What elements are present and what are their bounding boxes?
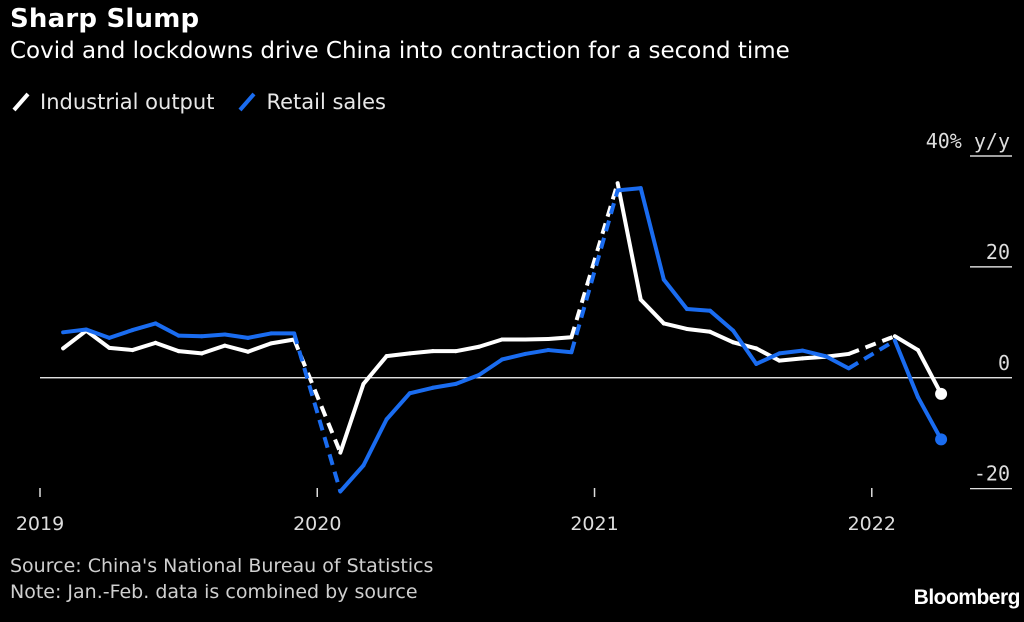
legend-label-industrial-output: Industrial output [40,90,215,114]
series-segment-retail-sales [731,328,759,366]
series-segment-retail-sales [500,351,528,362]
chart-title: Sharp Slump [10,4,200,34]
x-tick-label: 2019 [16,513,64,535]
series-segment-industrial-output [546,335,574,341]
series-segment-industrial-output [84,328,112,350]
series-segment-retail-sales [176,333,204,339]
chart-footnotes: Source: China's National Bureau of Stati… [10,553,433,605]
bloomberg-logo: Bloomberg [913,586,1021,609]
x-tick-label: 2021 [570,513,618,535]
series-segment-retail-sales [638,186,666,282]
series-segment-industrial-output [569,182,620,338]
series-segment-industrial-output [661,321,689,331]
series-segment-retail-sales [130,321,158,333]
series-segment-industrial-output [245,341,274,354]
legend: Industrial output Retail sales [10,90,386,114]
legend-item-retail-sales: Retail sales [236,90,386,114]
legend-item-industrial-output: Industrial output [10,90,214,114]
series-segment-industrial-output [269,337,297,346]
series-segment-retail-sales [338,463,366,494]
series-segment-retail-sales [915,395,944,442]
series-segment-industrial-output [777,356,805,363]
source-note: Source: China's National Bureau of Stati… [10,555,434,577]
y-tick-label: 40% y/y [926,129,1010,153]
series-segment-industrial-output [476,337,505,349]
series-segment-industrial-output [708,329,736,345]
series-segment-retail-sales [569,189,620,353]
series-segment-industrial-output [407,349,435,356]
series-segment-industrial-output [199,343,227,356]
series-segment-industrial-output [176,349,204,356]
slash-blue-icon [238,92,256,112]
series-segment-retail-sales [684,307,713,313]
legend-label-retail-sales: Retail sales [266,90,386,114]
series-segment-retail-sales [384,391,412,422]
series-segment-retail-sales [823,354,851,371]
series-segment-retail-sales [361,417,389,468]
series-segment-retail-sales [107,328,135,340]
chart-subtitle: Covid and lockdowns drive China into con… [10,38,790,64]
series-segment-industrial-output [338,381,366,455]
series-segment-retail-sales [546,348,574,355]
series-segment-retail-sales [661,277,689,312]
series-segment-industrial-output [638,297,666,326]
series-segment-retail-sales [708,308,736,333]
series-segment-industrial-output [615,181,643,302]
series-segment-retail-sales [777,348,805,356]
series-segment-retail-sales [800,348,828,359]
series-segment-industrial-output [384,351,412,359]
data-note: Note: Jan.-Feb. data is combined by sour… [10,581,418,603]
series-segment-retail-sales [61,327,89,335]
series-segment-industrial-output [754,346,782,363]
series-segment-industrial-output [107,345,135,353]
series-segment-industrial-output [684,326,713,334]
series-segment-retail-sales [292,332,343,493]
series-segment-industrial-output [361,354,389,386]
series-segment-industrial-output [915,348,944,396]
series-segment-industrial-output [130,340,158,353]
series-segment-retail-sales [222,332,250,340]
series-segment-retail-sales [476,357,505,378]
series-segment-industrial-output [892,334,920,353]
y-tick-label: -20 [974,462,1010,486]
series-segment-industrial-output [61,328,89,351]
series-segment-retail-sales [892,338,920,400]
series-endpoint-industrial-output [935,387,948,400]
series-endpoint-retail-sales [935,433,948,446]
slash-white-icon [12,92,30,112]
series-segment-retail-sales [523,348,551,356]
y-tick-label: 0 [998,351,1010,375]
series-segment-retail-sales [430,381,458,390]
x-tick-label: 2020 [293,513,341,535]
series-segment-industrial-output [153,340,181,354]
series-segment-retail-sales [153,321,181,338]
series-segment-industrial-output [523,336,551,342]
series-segment-retail-sales [847,338,896,371]
series-segment-retail-sales [407,385,435,396]
series-segment-retail-sales [199,332,227,339]
x-tick-label: 2022 [848,513,896,535]
series-segment-retail-sales [245,331,274,340]
series-segment-retail-sales [84,327,112,340]
series-segment-retail-sales [615,186,643,193]
series-segment-retail-sales [453,373,481,386]
y-tick-label: 20 [986,240,1010,264]
series-segment-industrial-output [222,343,250,354]
series-segment-retail-sales [754,351,782,366]
series-segment-industrial-output [453,344,481,354]
series-segment-industrial-output [847,334,896,356]
